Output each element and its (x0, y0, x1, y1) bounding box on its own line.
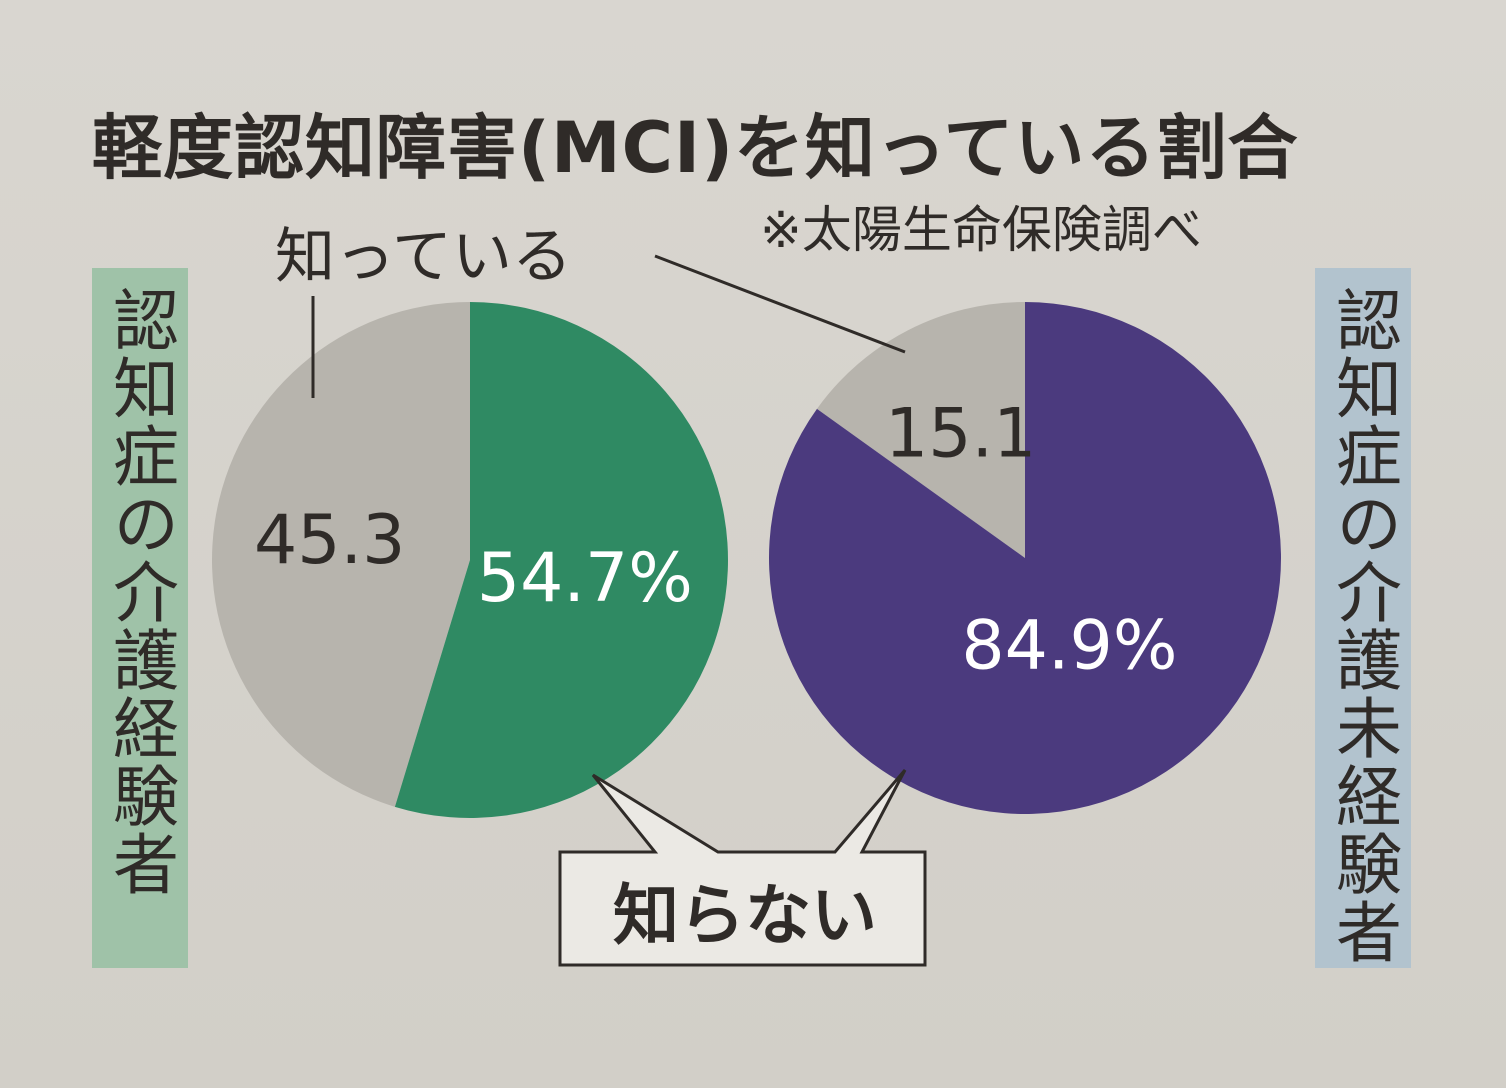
pie-inexperienced: 15.1 84.9% (769, 302, 1282, 815)
pie-inexperienced-label-known: 15.1 (885, 395, 1036, 474)
pie-experienced-label-known: 45.3 (254, 501, 405, 580)
pie-experienced: 45.3 54.7% (211, 302, 728, 818)
group-panel-experienced: 認知症の介護経験者 (92, 268, 188, 968)
pie-inexperienced-slice-unknown (769, 302, 1282, 815)
pie-experienced-slice-unknown (394, 302, 728, 818)
source-note: ※太陽生命保険調べ (760, 201, 1202, 259)
chart-title: 軽度認知障害(MCI)を知っている割合 (92, 107, 1299, 189)
group-panel-inexperienced: 認知症の介護未経験者 (1315, 268, 1411, 968)
group-label-inexperienced: 認知症の介護未経験者 (1325, 286, 1402, 966)
pie-experienced-label-unknown: 54.7% (477, 539, 693, 618)
known-leader-line-right (654, 254, 906, 354)
unknown-callout-label: 知らない (613, 877, 877, 954)
known-callout-label: 知っている (275, 222, 572, 292)
pie-experienced-slice-known (211, 302, 470, 807)
group-label-experienced: 認知症の介護経験者 (102, 286, 179, 898)
pie-inexperienced-label-unknown: 84.9% (961, 607, 1177, 686)
pie-inexperienced-slice-known (816, 302, 1025, 558)
unknown-callout-bubble (558, 769, 927, 967)
